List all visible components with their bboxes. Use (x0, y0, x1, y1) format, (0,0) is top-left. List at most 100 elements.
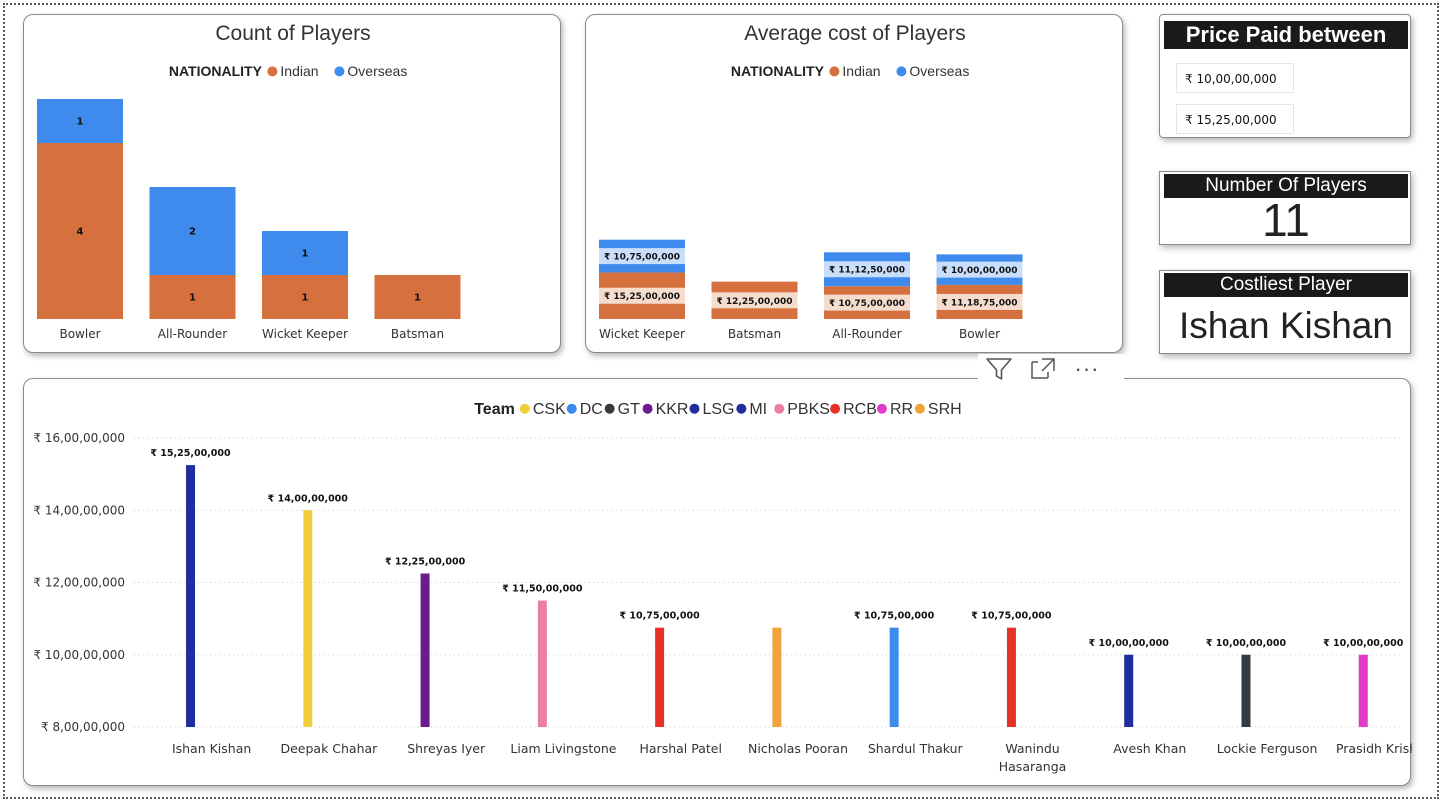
bar (1358, 654, 1368, 727)
bar (186, 465, 196, 727)
legend-item: MI (749, 401, 767, 418)
data-label: ₹ 11,50,00,000 (502, 584, 583, 595)
data-label: ₹ 10,75,00,000 (604, 253, 680, 263)
kpi-value: 11 (1262, 194, 1310, 246)
costliest-player-card: Costliest Player Ishan Kishan (1159, 270, 1411, 354)
x-tick-label: Harshal Patel (640, 741, 722, 756)
y-tick-label: ₹ 8,00,00,000 (41, 720, 125, 734)
chart-title: Count of Players (215, 22, 370, 45)
x-tick-label: Shardul Thakur (868, 741, 964, 756)
y-tick-label: ₹ 10,00,00,000 (33, 648, 125, 662)
bar (1006, 627, 1016, 727)
data-label-bg (599, 287, 685, 304)
x-tick-label: Shreyas Iyer (407, 741, 486, 756)
average-cost-card[interactable]: Average cost of Players NATIONALITY Indian… (585, 14, 1123, 353)
legend-item: Indian (842, 63, 880, 79)
legend-marker (896, 66, 907, 77)
legend-item: SRH (928, 401, 962, 418)
x-tick-label: Batsman (728, 327, 781, 341)
legend-marker (774, 403, 785, 414)
legend-marker (830, 403, 841, 414)
legend-item: KKR (656, 401, 689, 418)
data-label-bg (936, 261, 1023, 278)
bar (1241, 654, 1251, 727)
data-label: ₹ 10,75,00,000 (829, 299, 905, 309)
x-tick-label: Deepak Chahar (280, 741, 378, 756)
slicer-max-input[interactable]: ₹ 15,25,00,000 (1176, 104, 1294, 134)
x-tick-label: Nicholas Pooran (748, 741, 848, 756)
x-tick-label: Liam Livingstone (510, 741, 616, 756)
data-label-bg (824, 261, 910, 278)
price-paid-slicer[interactable]: Price Paid between ₹ 10,00,00,000 ₹ 15,2… (1159, 14, 1411, 138)
bar-segment (37, 143, 123, 319)
data-label-bg (599, 248, 685, 265)
data-label: 4 (77, 227, 84, 238)
x-tick-label: Ishan Kishan (172, 741, 251, 756)
bar (889, 627, 899, 727)
report-canvas (3, 3, 1439, 799)
count-of-players-card[interactable]: Count of Players NATIONALITY Indian Oversea… (23, 14, 561, 353)
data-label: 1 (77, 117, 84, 128)
kpi-title: Number Of Players (1164, 174, 1408, 198)
y-tick-label: ₹ 12,00,00,000 (33, 576, 125, 590)
kpi-value: Ishan Kishan (1179, 305, 1393, 346)
legend-marker (876, 403, 887, 414)
data-label: ₹ 11,12,50,000 (829, 266, 905, 276)
slicer-min-input[interactable]: ₹ 10,00,00,000 (1176, 63, 1294, 93)
legend-marker (689, 403, 700, 414)
legend-item: Indian (280, 63, 318, 79)
legend-marker (829, 66, 840, 77)
data-label: ₹ 14,00,00,000 (268, 493, 349, 504)
data-label-bg (824, 294, 910, 311)
legend-marker (914, 403, 925, 414)
legend-marker (642, 403, 653, 414)
data-label: 1 (414, 293, 421, 304)
chart-title: Average cost of Players (744, 22, 965, 45)
data-label: ₹ 10,75,00,000 (854, 611, 935, 622)
data-label: ₹ 10,00,00,000 (1206, 638, 1287, 649)
x-tick-label: Wanindu (1005, 741, 1059, 756)
data-label: ₹ 10,75,00,000 (619, 611, 700, 622)
bar-segment (262, 231, 348, 275)
x-tick-label: Bowler (959, 327, 1000, 341)
legend-item: Overseas (347, 63, 407, 79)
data-label: ₹ 10,00,00,000 (1089, 638, 1170, 649)
data-label: 1 (302, 293, 309, 304)
more-options-icon[interactable]: ··· (1074, 356, 1100, 381)
data-label-bg (711, 292, 798, 309)
x-tick-label: Bowler (59, 327, 100, 341)
bar-segment (262, 275, 348, 319)
player-cost-by-team-chart: Team CSK DC GT KKR LSG MI PBKS RCB RR SRH ₹ 8,00,00… (33, 401, 1412, 774)
data-label: ₹ 10,75,00,000 (971, 611, 1052, 622)
legend-item: GT (618, 401, 640, 418)
player-cost-by-team-card[interactable]: Team CSK DC GT KKR LSG MI PBKS RCB RR SRH ₹ 8,00,00… (23, 378, 1412, 786)
x-tick-label: Wicket Keeper (262, 327, 348, 341)
bar (772, 627, 782, 727)
bar (655, 627, 665, 727)
x-tick-label: Hasaranga (999, 759, 1067, 774)
legend-title: Team (474, 401, 515, 418)
legend-item: LSG (702, 401, 734, 418)
data-label: ₹ 10,00,00,000 (1323, 638, 1404, 649)
visual-header-toolbar: ··· (978, 354, 1124, 384)
slicer-title: Price Paid between (1164, 21, 1408, 49)
kpi-title: Costliest Player (1164, 273, 1408, 297)
x-tick-label: Lockie Ferguson (1217, 741, 1318, 756)
number-of-players-card: Number Of Players 11 (1159, 171, 1411, 245)
bar-segment (149, 187, 236, 275)
legend-item: RR (890, 401, 913, 418)
bar (1124, 654, 1134, 727)
data-label: ₹ 15,25,00,000 (604, 292, 680, 302)
average-cost-chart: Average cost of Players NATIONALITY Indian… (599, 22, 1023, 341)
legend-item: Overseas (909, 63, 969, 79)
filter-icon[interactable] (984, 355, 1014, 383)
legend-marker (334, 66, 345, 77)
x-tick-label: All-Rounder (158, 327, 228, 341)
focus-mode-icon[interactable] (1028, 355, 1058, 383)
legend-item: RCB (843, 401, 877, 418)
data-label: 2 (189, 227, 196, 238)
legend-marker (267, 66, 278, 77)
x-tick-label: Prasidh Krishna (1336, 741, 1412, 756)
legend-title: NATIONALITY (731, 63, 825, 79)
bar (420, 573, 430, 727)
